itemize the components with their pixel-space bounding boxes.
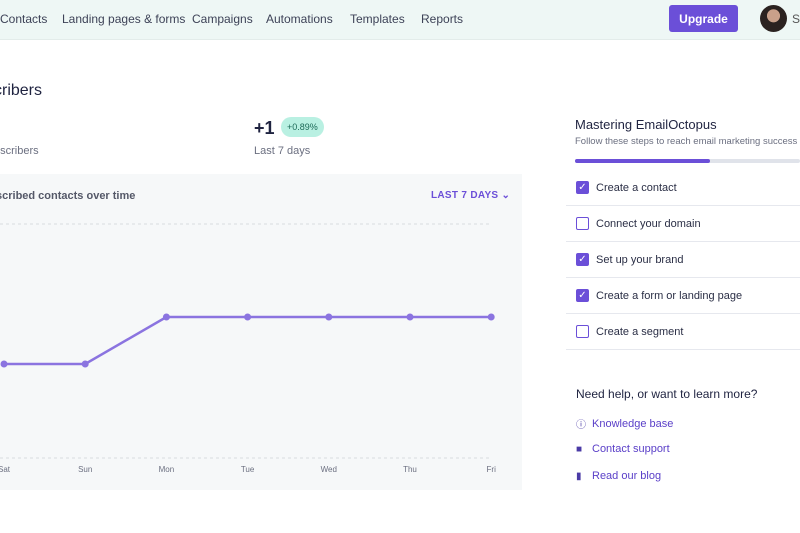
chevron-down-icon: ⌄ [501, 190, 511, 201]
avatar[interactable] [760, 5, 787, 32]
panel-subtitle: Follow these steps to reach email market… [575, 136, 798, 147]
checkbox[interactable]: ✓ [576, 253, 589, 266]
nav-templates[interactable]: Templates [350, 12, 405, 26]
upgrade-button[interactable]: Upgrade [669, 5, 738, 32]
data-point [244, 313, 252, 321]
task-label: Set up your brand [596, 253, 684, 266]
link-label: Knowledge base [592, 417, 674, 430]
subscribers-label: bscribers [0, 145, 39, 157]
link-label: Contact support [592, 443, 670, 455]
top-nav: Contacts Landing pages & forms Campaigns… [0, 0, 800, 40]
panel-title: Mastering EmailOctopus [575, 117, 717, 132]
checklist-item[interactable]: ✓ Create a contact [566, 170, 800, 206]
chart-container [0, 174, 522, 490]
task-label: Create a segment [596, 325, 684, 338]
blog-link[interactable]: ▮ Read our blog [576, 470, 661, 482]
range-dropdown[interactable]: LAST 7 DAYS ⌄ [431, 190, 510, 201]
checkbox[interactable] [576, 217, 589, 230]
info-icon: ⓘ [576, 420, 586, 431]
knowledge-base-link[interactable]: ⓘ Knowledge base [576, 416, 674, 432]
contact-support-link[interactable]: ■ Contact support [576, 443, 670, 455]
chart-title: scribed contacts over time [0, 190, 136, 202]
progress-bar [575, 159, 800, 163]
checklist-item[interactable]: Connect your domain [566, 206, 800, 242]
checkbox[interactable]: ✓ [576, 289, 589, 302]
x-tick-label: Mon [159, 465, 175, 474]
nav-campaigns[interactable]: Campaigns [192, 12, 253, 26]
checkbox[interactable] [576, 325, 589, 338]
change-badge: +0.89% [281, 117, 324, 137]
change-value: +1 [254, 118, 275, 138]
x-tick-label: Fri [487, 465, 497, 474]
x-tick-label: Sun [78, 465, 92, 474]
x-tick-label: Sat [0, 465, 11, 474]
chat-icon: ■ [576, 443, 583, 455]
checklist-item[interactable]: Create a segment [566, 314, 800, 350]
nav-landing-pages[interactable]: Landing pages & forms [62, 12, 186, 26]
data-point [487, 313, 495, 321]
range-label: LAST 7 DAYS [431, 190, 499, 201]
series-line [4, 315, 492, 366]
help-title: Need help, or want to learn more? [576, 387, 758, 401]
data-point [162, 313, 170, 321]
task-label: Connect your domain [596, 217, 701, 230]
nav-reports[interactable]: Reports [421, 12, 464, 26]
page-title: cribers [0, 82, 43, 99]
progress-fill [575, 159, 710, 163]
x-tick-label: Wed [321, 465, 337, 474]
data-point [81, 360, 89, 368]
change-label: Last 7 days [254, 145, 311, 157]
line-chart: Sat Sun Mon Tue Wed Thu Fri [0, 223, 497, 474]
x-tick-label: Thu [403, 465, 417, 474]
task-label: Create a form or landing page [596, 289, 743, 302]
x-tick-label: Tue [241, 465, 255, 474]
nav-automations[interactable]: Automations [266, 12, 333, 26]
link-label: Read our blog [592, 470, 662, 482]
checkbox[interactable]: ✓ [576, 181, 589, 194]
data-point [406, 313, 414, 321]
nav-contacts[interactable]: Contacts [0, 12, 48, 26]
checklist-item[interactable]: ✓ Set up your brand [566, 242, 800, 278]
document-icon: ▮ [576, 470, 582, 482]
data-point [0, 360, 8, 368]
data-point [325, 313, 333, 321]
checklist-item[interactable]: ✓ Create a form or landing page [566, 278, 800, 314]
user-name[interactable]: Sl [792, 12, 800, 26]
task-label: Create a contact [596, 181, 677, 194]
